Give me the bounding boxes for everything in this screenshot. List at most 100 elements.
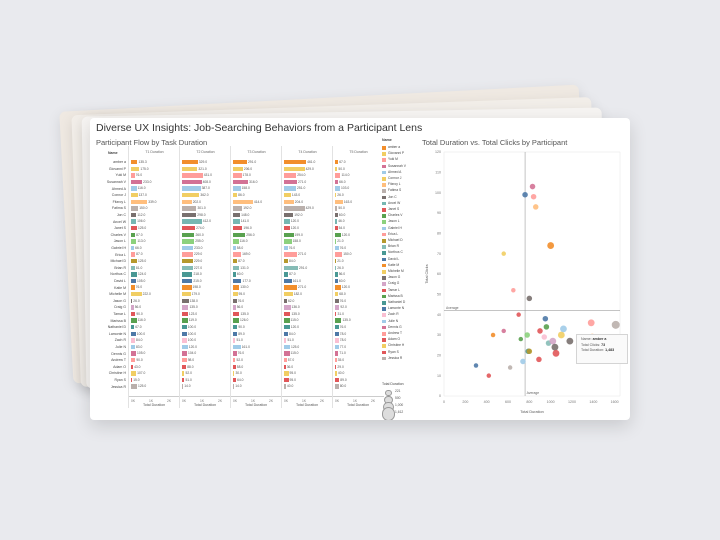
duration-bar[interactable] <box>131 285 135 290</box>
duration-bar[interactable] <box>233 344 241 350</box>
duration-bar[interactable] <box>131 344 135 350</box>
duration-bar[interactable] <box>182 179 202 185</box>
duration-bar[interactable] <box>182 358 187 363</box>
duration-bar[interactable] <box>233 219 240 224</box>
participant-name[interactable]: Katie M <box>114 285 126 290</box>
duration-bar[interactable] <box>335 252 343 257</box>
duration-bar[interactable] <box>131 384 137 389</box>
duration-bar[interactable] <box>233 272 236 277</box>
participant-name[interactable]: Northus C <box>110 272 126 277</box>
duration-bar[interactable] <box>335 311 337 317</box>
participant-name[interactable]: Michelle M <box>109 292 126 297</box>
scatter-point[interactable] <box>486 373 492 378</box>
duration-bar[interactable] <box>335 298 339 303</box>
duration-bar[interactable] <box>335 259 337 264</box>
scatter-point[interactable] <box>511 288 516 293</box>
duration-bar[interactable] <box>182 166 198 171</box>
duration-bar[interactable] <box>182 173 203 178</box>
duration-bar[interactable] <box>131 351 137 356</box>
scatter-point[interactable] <box>501 328 506 334</box>
duration-bar[interactable] <box>233 179 249 185</box>
duration-bar[interactable] <box>233 371 235 376</box>
participant-name[interactable]: Ahmed A <box>111 186 126 191</box>
duration-bar[interactable] <box>233 193 238 198</box>
duration-bar[interactable] <box>233 252 242 257</box>
scatter-point[interactable] <box>566 337 574 345</box>
duration-bar[interactable] <box>182 160 198 165</box>
duration-bar[interactable] <box>335 226 338 231</box>
duration-bar[interactable] <box>335 292 339 297</box>
participant-name[interactable]: Andrew T <box>111 358 126 363</box>
duration-bar[interactable] <box>182 186 201 191</box>
duration-bar[interactable] <box>335 318 342 323</box>
duration-bar[interactable] <box>233 265 240 270</box>
participant-name[interactable]: Fitzroy L <box>112 199 126 204</box>
duration-bar[interactable] <box>182 351 187 356</box>
participant-name[interactable]: Charles V <box>110 232 126 237</box>
duration-bar[interactable] <box>284 199 294 204</box>
duration-bar[interactable] <box>233 318 240 323</box>
duration-bar[interactable] <box>233 160 247 165</box>
duration-bar[interactable] <box>233 278 242 284</box>
scatter-point[interactable] <box>611 320 620 329</box>
duration-bar[interactable] <box>131 219 137 224</box>
duration-bar[interactable] <box>131 226 137 231</box>
duration-bar[interactable] <box>182 212 197 218</box>
duration-bar[interactable] <box>233 325 238 330</box>
duration-bar[interactable] <box>284 298 287 303</box>
scatter-point[interactable] <box>526 295 533 302</box>
duration-bar[interactable] <box>335 186 340 191</box>
duration-bar[interactable] <box>131 206 139 211</box>
scatter-point[interactable] <box>501 251 506 256</box>
scatter-point[interactable] <box>542 315 549 322</box>
participant-name[interactable]: Jon C <box>116 213 126 217</box>
duration-bar[interactable] <box>233 232 246 237</box>
duration-bar[interactable] <box>182 245 194 251</box>
duration-bar[interactable] <box>182 226 196 231</box>
scatter-point[interactable] <box>522 191 528 198</box>
participant-name[interactable]: Brian R <box>114 265 126 270</box>
scatter-point[interactable] <box>490 332 496 338</box>
duration-bar[interactable] <box>233 245 236 251</box>
duration-bar[interactable] <box>284 212 294 218</box>
duration-bar[interactable] <box>131 377 133 383</box>
duration-bar[interactable] <box>182 219 202 224</box>
duration-bar[interactable] <box>131 239 137 244</box>
scatter-point[interactable] <box>537 328 543 334</box>
duration-bar[interactable] <box>335 179 339 185</box>
duration-bar[interactable] <box>335 384 339 389</box>
duration-bar[interactable] <box>284 252 297 257</box>
duration-bar[interactable] <box>131 371 137 376</box>
duration-bar[interactable] <box>233 377 237 383</box>
duration-bar[interactable] <box>284 278 292 284</box>
duration-bar[interactable] <box>182 318 188 323</box>
duration-bar[interactable] <box>335 285 341 290</box>
participant-name[interactable]: Janet S <box>114 226 126 231</box>
duration-bar[interactable] <box>233 305 236 310</box>
scatter-point[interactable] <box>551 343 559 351</box>
scatter-point[interactable] <box>549 337 557 345</box>
duration-bar[interactable] <box>284 338 287 343</box>
duration-bar[interactable] <box>335 160 339 165</box>
participant-name[interactable]: Michael D <box>110 259 126 264</box>
participant-name[interactable]: David L <box>114 279 126 283</box>
duration-bar[interactable] <box>284 331 289 336</box>
duration-bar[interactable] <box>131 305 134 310</box>
participant-name[interactable]: Jason G <box>112 298 126 303</box>
duration-bar[interactable] <box>131 160 138 165</box>
participant-name[interactable]: Fatima S <box>111 206 126 211</box>
duration-bar[interactable] <box>182 377 185 383</box>
duration-bar[interactable] <box>335 325 339 330</box>
participant-name[interactable]: Jason L <box>113 239 126 244</box>
duration-bar[interactable] <box>284 186 297 191</box>
duration-bar[interactable] <box>335 166 338 171</box>
participant-name[interactable]: Nathaniel D <box>107 325 126 330</box>
duration-bar[interactable] <box>182 285 192 290</box>
duration-bar[interactable] <box>233 292 238 297</box>
duration-bar[interactable] <box>131 252 136 257</box>
duration-bar[interactable] <box>131 173 135 178</box>
duration-bar[interactable] <box>335 377 340 383</box>
duration-bar[interactable] <box>182 252 193 257</box>
duration-bar[interactable] <box>284 358 287 363</box>
duration-bar[interactable] <box>182 199 192 204</box>
